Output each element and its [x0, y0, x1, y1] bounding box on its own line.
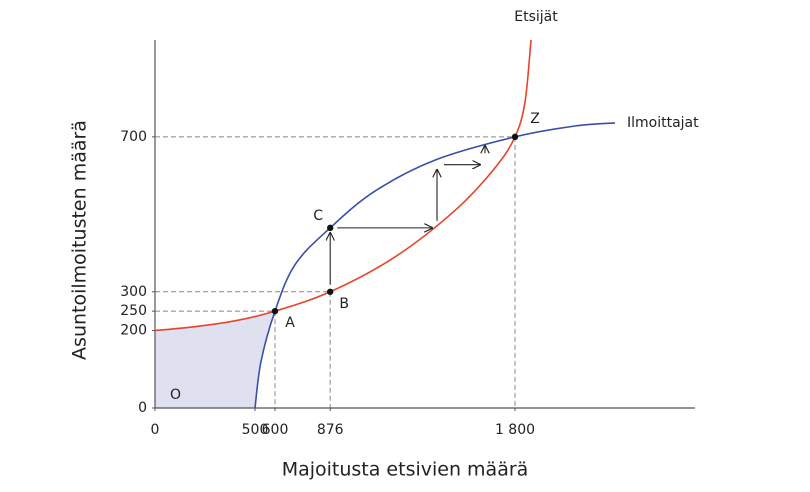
- curve: [254, 122, 616, 409]
- x-tick-label: 876: [317, 422, 344, 438]
- point-label: B: [339, 296, 349, 312]
- x-tick-label: 1 800: [495, 422, 535, 438]
- point: [327, 224, 334, 232]
- curve-label: Etsijät: [514, 9, 558, 25]
- y-tick-label: 250: [120, 303, 147, 319]
- x-axis-label: Majoitusta etsivien määrä: [282, 459, 529, 481]
- y-tick-label: 700: [120, 129, 147, 145]
- point: [271, 307, 279, 315]
- curve-label: Ilmoittajat: [627, 115, 699, 131]
- x-tick-label: 0: [151, 422, 160, 438]
- point-label: C: [313, 208, 323, 224]
- background-layer: [155, 136, 516, 408]
- y-tick-label: 200: [120, 323, 147, 339]
- shaded-area: [155, 311, 275, 408]
- x-tick-label: 500: [242, 422, 269, 438]
- point-label: Z: [530, 111, 540, 127]
- y-tick-label: 300: [120, 284, 147, 300]
- y-tick-label: 0: [138, 400, 147, 416]
- point: [327, 288, 334, 295]
- point: [511, 133, 519, 141]
- origin-label: O: [170, 387, 181, 403]
- x-tick-label: 600: [262, 422, 289, 438]
- point-label: A: [285, 315, 295, 331]
- curve: [154, 39, 532, 332]
- y-axis-label: Asuntoilmoitusten määrä: [69, 120, 91, 360]
